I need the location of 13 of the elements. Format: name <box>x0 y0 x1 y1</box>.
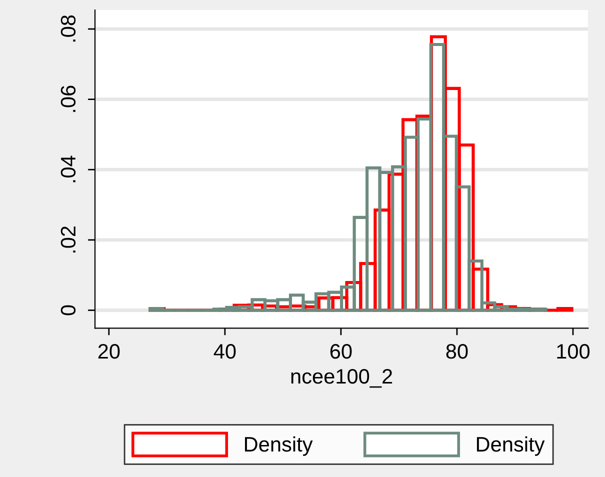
x-axis-title: ncee100_2 <box>291 368 392 388</box>
y-tick-label: .02 <box>60 226 76 253</box>
x-tick-label: 100 <box>557 344 590 359</box>
y-tick-label: .04 <box>60 156 76 182</box>
y-tick-label: .08 <box>60 15 76 42</box>
x-tick-label: 60 <box>330 344 352 359</box>
y-tick-label: 0 <box>60 305 76 316</box>
y-tick-label: .06 <box>60 86 76 112</box>
x-tick-label: 20 <box>98 344 120 359</box>
legend-label: Density <box>245 436 313 456</box>
legend-label: Density <box>476 436 545 456</box>
x-tick-label: 80 <box>446 344 468 359</box>
x-tick-label: 40 <box>214 344 236 359</box>
